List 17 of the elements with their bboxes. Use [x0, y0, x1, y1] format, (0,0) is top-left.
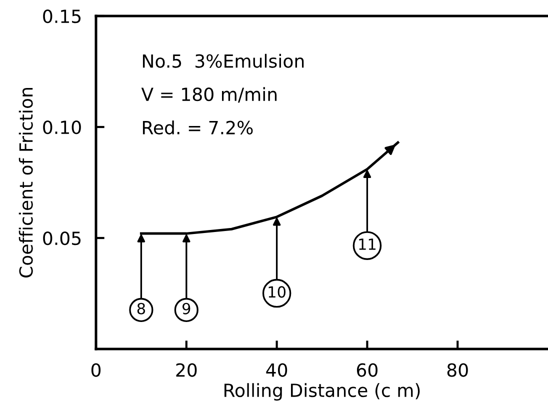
- annotation: 9: [182, 302, 190, 314]
- x-tick-label: 60: [356, 363, 378, 377]
- annotation: No.5 3%Emulsion: [142, 54, 304, 68]
- annotation: V = 180 m/min: [141, 87, 277, 103]
- y-axis-title: Coefficient of Friction: [18, 88, 33, 278]
- x-tick-label: 0: [91, 363, 101, 377]
- annotation: 8: [137, 302, 146, 314]
- x-tick-label: 80: [447, 363, 468, 377]
- annotation: Red. = 7.2%: [142, 120, 253, 134]
- annotation: 10: [268, 286, 286, 298]
- x-axis-title: Rolling Distance (c m): [224, 383, 420, 401]
- x-tick-label: 20: [176, 363, 197, 377]
- y-tick-label: 0.10: [43, 120, 81, 134]
- x-tick-label: 40: [266, 363, 288, 377]
- y-tick-label: 0.15: [43, 9, 81, 24]
- y-tick-label: 0.05: [43, 231, 81, 246]
- annotation: 11: [359, 238, 376, 250]
